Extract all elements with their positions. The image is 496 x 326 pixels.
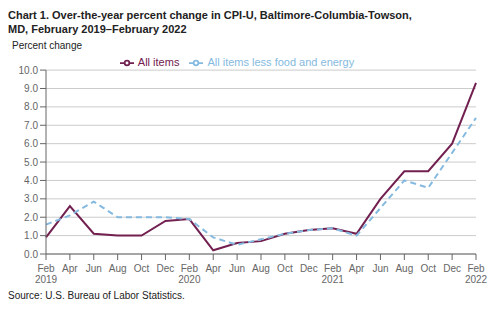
svg-text:6.0: 6.0: [24, 138, 38, 149]
svg-text:Feb2020: Feb2020: [178, 263, 201, 285]
svg-text:9.0: 9.0: [24, 83, 38, 94]
html-text:All items less food and energy: All items less food and energy: [207, 56, 355, 68]
html-text:Chart 1. Over-the-year percent: Chart 1. Over-the-year percent change in…: [8, 9, 412, 35]
svg-text:Apr: Apr: [205, 263, 221, 274]
svg-text:Apr: Apr: [349, 263, 365, 274]
svg-text:Aug: Aug: [395, 263, 413, 274]
svg-text:Dec: Dec: [157, 263, 175, 274]
svg-text:Feb2021: Feb2021: [322, 263, 345, 285]
html-text:Percent change: Percent change: [12, 40, 83, 51]
svg-text:1.0: 1.0: [24, 230, 38, 241]
svg-text:10.0: 10.0: [19, 65, 39, 76]
svg-text:4.0: 4.0: [24, 175, 38, 186]
svg-text:Oct: Oct: [134, 263, 150, 274]
svg-text:8.0: 8.0: [24, 101, 38, 112]
svg-text:Jun: Jun: [372, 263, 388, 274]
svg-text:0.0: 0.0: [24, 249, 38, 260]
svg-text:Apr: Apr: [62, 263, 78, 274]
svg-text:Jun: Jun: [86, 263, 102, 274]
svg-text:Jun: Jun: [229, 263, 245, 274]
svg-text:5.0: 5.0: [24, 157, 38, 168]
svg-text:Dec: Dec: [443, 263, 461, 274]
svg-text:Oct: Oct: [277, 263, 293, 274]
html-text:All items: All items: [137, 56, 180, 68]
svg-text:Dec: Dec: [300, 263, 318, 274]
svg-text:Feb2019: Feb2019: [35, 263, 58, 285]
svg-text:Aug: Aug: [109, 263, 127, 274]
svg-text:Feb2022: Feb2022: [465, 263, 488, 285]
svg-text:7.0: 7.0: [24, 120, 38, 131]
svg-text:Aug: Aug: [252, 263, 270, 274]
svg-text:Oct: Oct: [420, 263, 436, 274]
svg-text:3.0: 3.0: [24, 193, 38, 204]
svg-text:2.0: 2.0: [24, 212, 38, 223]
html-text:Source: U.S. Bureau of Labor S: Source: U.S. Bureau of Labor Statistics.: [8, 290, 185, 301]
